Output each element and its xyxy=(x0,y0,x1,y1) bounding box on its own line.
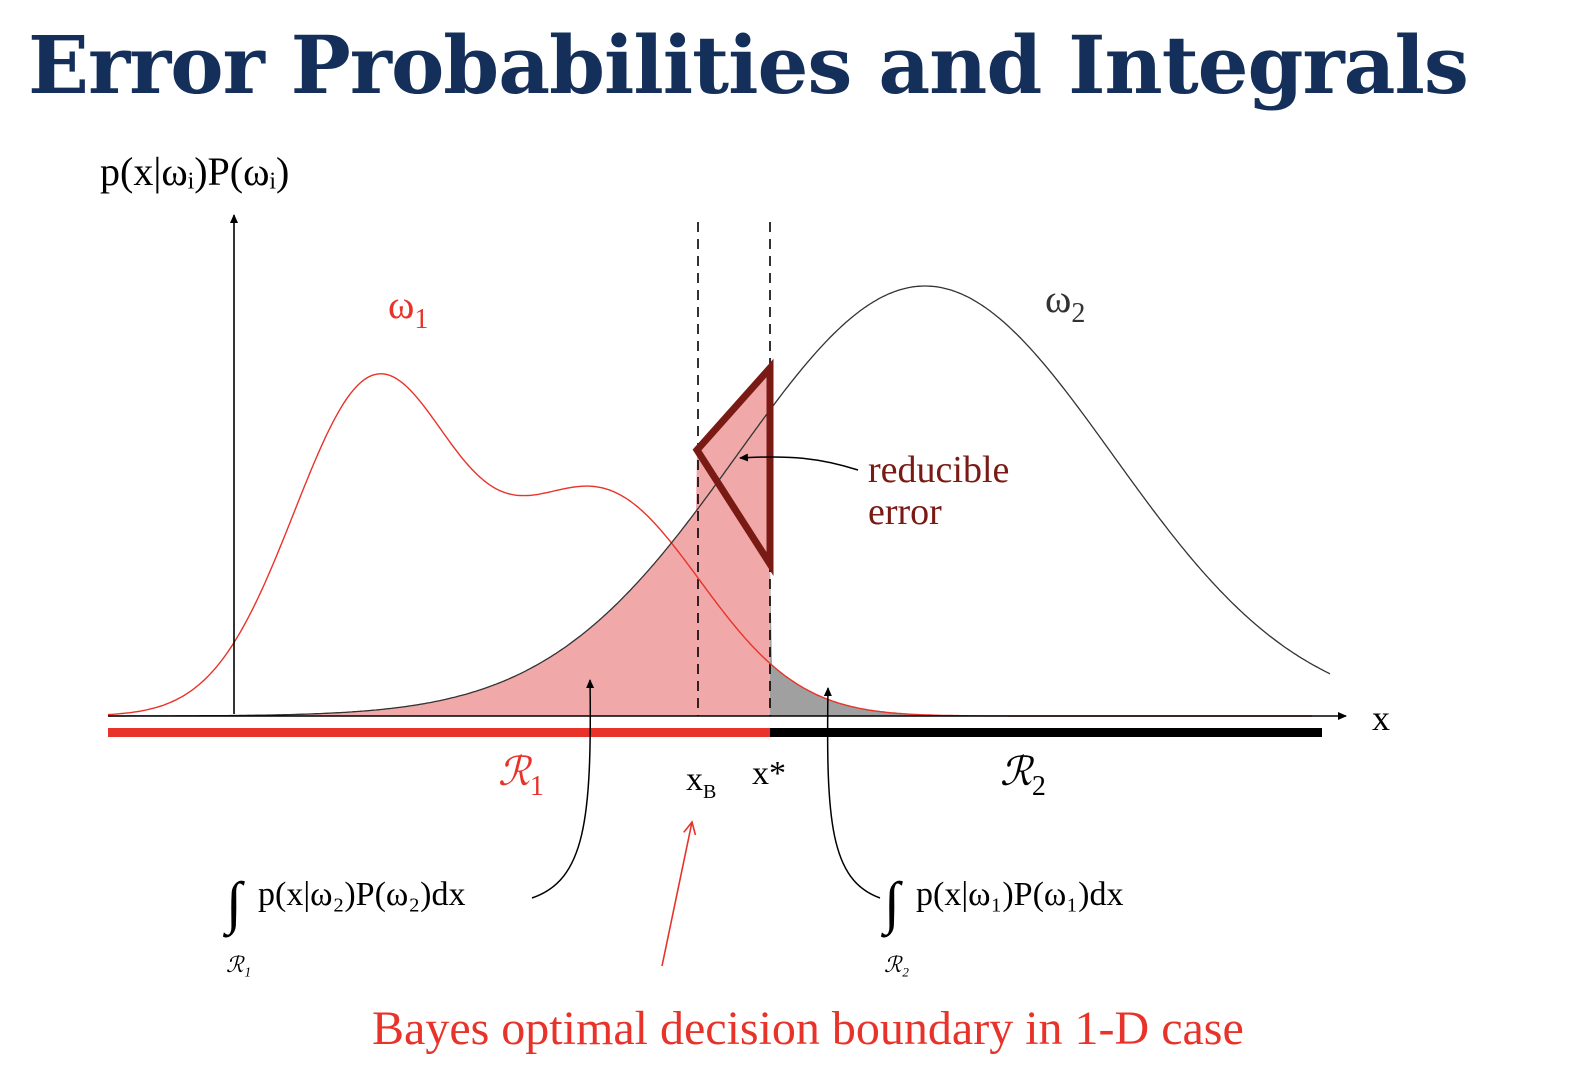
caption-arrow xyxy=(661,822,692,967)
chosen-boundary-label: x* xyxy=(752,755,786,792)
class1-label: ω1 xyxy=(388,282,428,335)
page-title: Error Probabilities and Integrals xyxy=(28,18,1469,112)
x-axis-label: x xyxy=(1372,698,1390,738)
left-integral-arrow xyxy=(531,679,595,899)
reducible-error-label-line1: reducible xyxy=(868,449,1009,491)
left-integral-region: ℛ₁ xyxy=(226,952,251,977)
region-r2-bar xyxy=(770,728,1322,737)
caption: Bayes optimal decision boundary in 1-D c… xyxy=(372,1002,1244,1055)
r1-error-area xyxy=(108,368,770,716)
right-integral-region: ℛ₂ xyxy=(884,952,910,977)
right-integral-arrow xyxy=(823,687,881,899)
reducible-error-arrow xyxy=(739,453,859,471)
region-r2-label: ℛ2 xyxy=(1000,749,1046,802)
left-integral-expression: p(x|ω₂)P(ω₂)dx xyxy=(258,876,465,913)
reducible-error-label-line2: error xyxy=(868,491,942,533)
region-r1-label: ℛ1 xyxy=(498,749,544,802)
right-integral-sign: ∫ xyxy=(880,870,903,938)
right-integral-expression: p(x|ω₁)P(ω₁)dx xyxy=(916,876,1123,913)
left-integral-sign: ∫ xyxy=(222,870,245,938)
region-r1-bar xyxy=(108,728,770,737)
y-axis-label: p(x|ωᵢ)P(ωᵢ) xyxy=(100,149,289,194)
reducible-error-triangle xyxy=(692,358,774,576)
r2-error-area xyxy=(770,564,1320,716)
bayes-boundary-label: xB xyxy=(686,761,716,803)
class2-label: ω2 xyxy=(1045,276,1085,329)
